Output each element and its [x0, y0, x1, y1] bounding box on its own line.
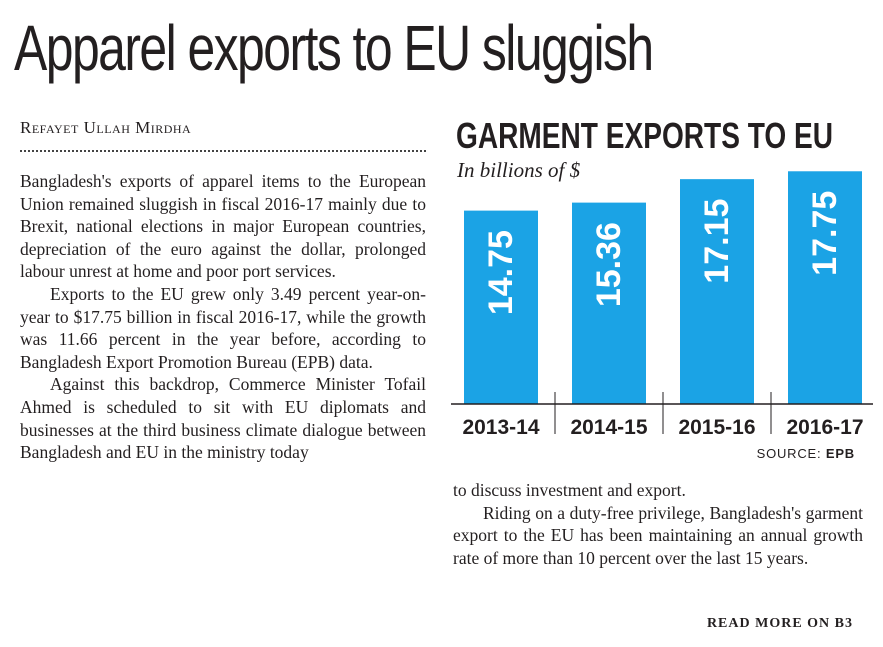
article-column-left: Bangladesh's exports of apparel items to… — [20, 170, 426, 464]
bar-2015-16 — [680, 179, 754, 404]
chart-title: GARMENT EXPORTS TO EU — [456, 115, 834, 156]
read-more-link[interactable]: READ MORE ON B3 — [706, 616, 853, 631]
paragraph-3: Against this backdrop, Commerce Minister… — [20, 374, 426, 463]
bar-value-label: 15.36 — [590, 222, 628, 307]
category-label: 2016-17 — [786, 416, 863, 439]
source-value: EPB — [825, 446, 855, 461]
bar-2014-15 — [572, 202, 646, 404]
bar-value-label: 17.75 — [806, 191, 844, 276]
article-column-right: to discuss investment and export. Riding… — [453, 479, 863, 569]
chart-subtitle: In billions of $ — [457, 158, 581, 182]
paragraph-3-continued: to discuss investment and export. — [453, 480, 686, 500]
headline: Apparel exports to EU sluggish — [14, 12, 654, 84]
bar-2016-17 — [788, 171, 862, 404]
category-label: 2014-15 — [570, 416, 647, 439]
bar-chart: 14.75 15.36 17.15 17.75 2013-14 2014-15 2015-… — [451, 171, 873, 439]
paragraph-2: Exports to the EU grew only 3.49 percent… — [20, 283, 426, 372]
bar-value-label: 14.75 — [482, 230, 520, 315]
byline-divider — [20, 150, 426, 152]
source-label: SOURCE: — [756, 446, 822, 461]
byline: Refayet Ullah Mirdha — [20, 118, 192, 137]
paragraph-1: Bangladesh's exports of apparel items to… — [20, 171, 426, 282]
category-label: 2013-14 — [462, 416, 539, 439]
category-label: 2015-16 — [678, 416, 755, 439]
bar-value-label: 17.15 — [698, 199, 736, 284]
chart-source: SOURCE: EPB — [757, 446, 855, 461]
bar-2013-14 — [464, 210, 538, 404]
paragraph-4: Riding on a duty-free privilege, Banglad… — [453, 502, 863, 568]
